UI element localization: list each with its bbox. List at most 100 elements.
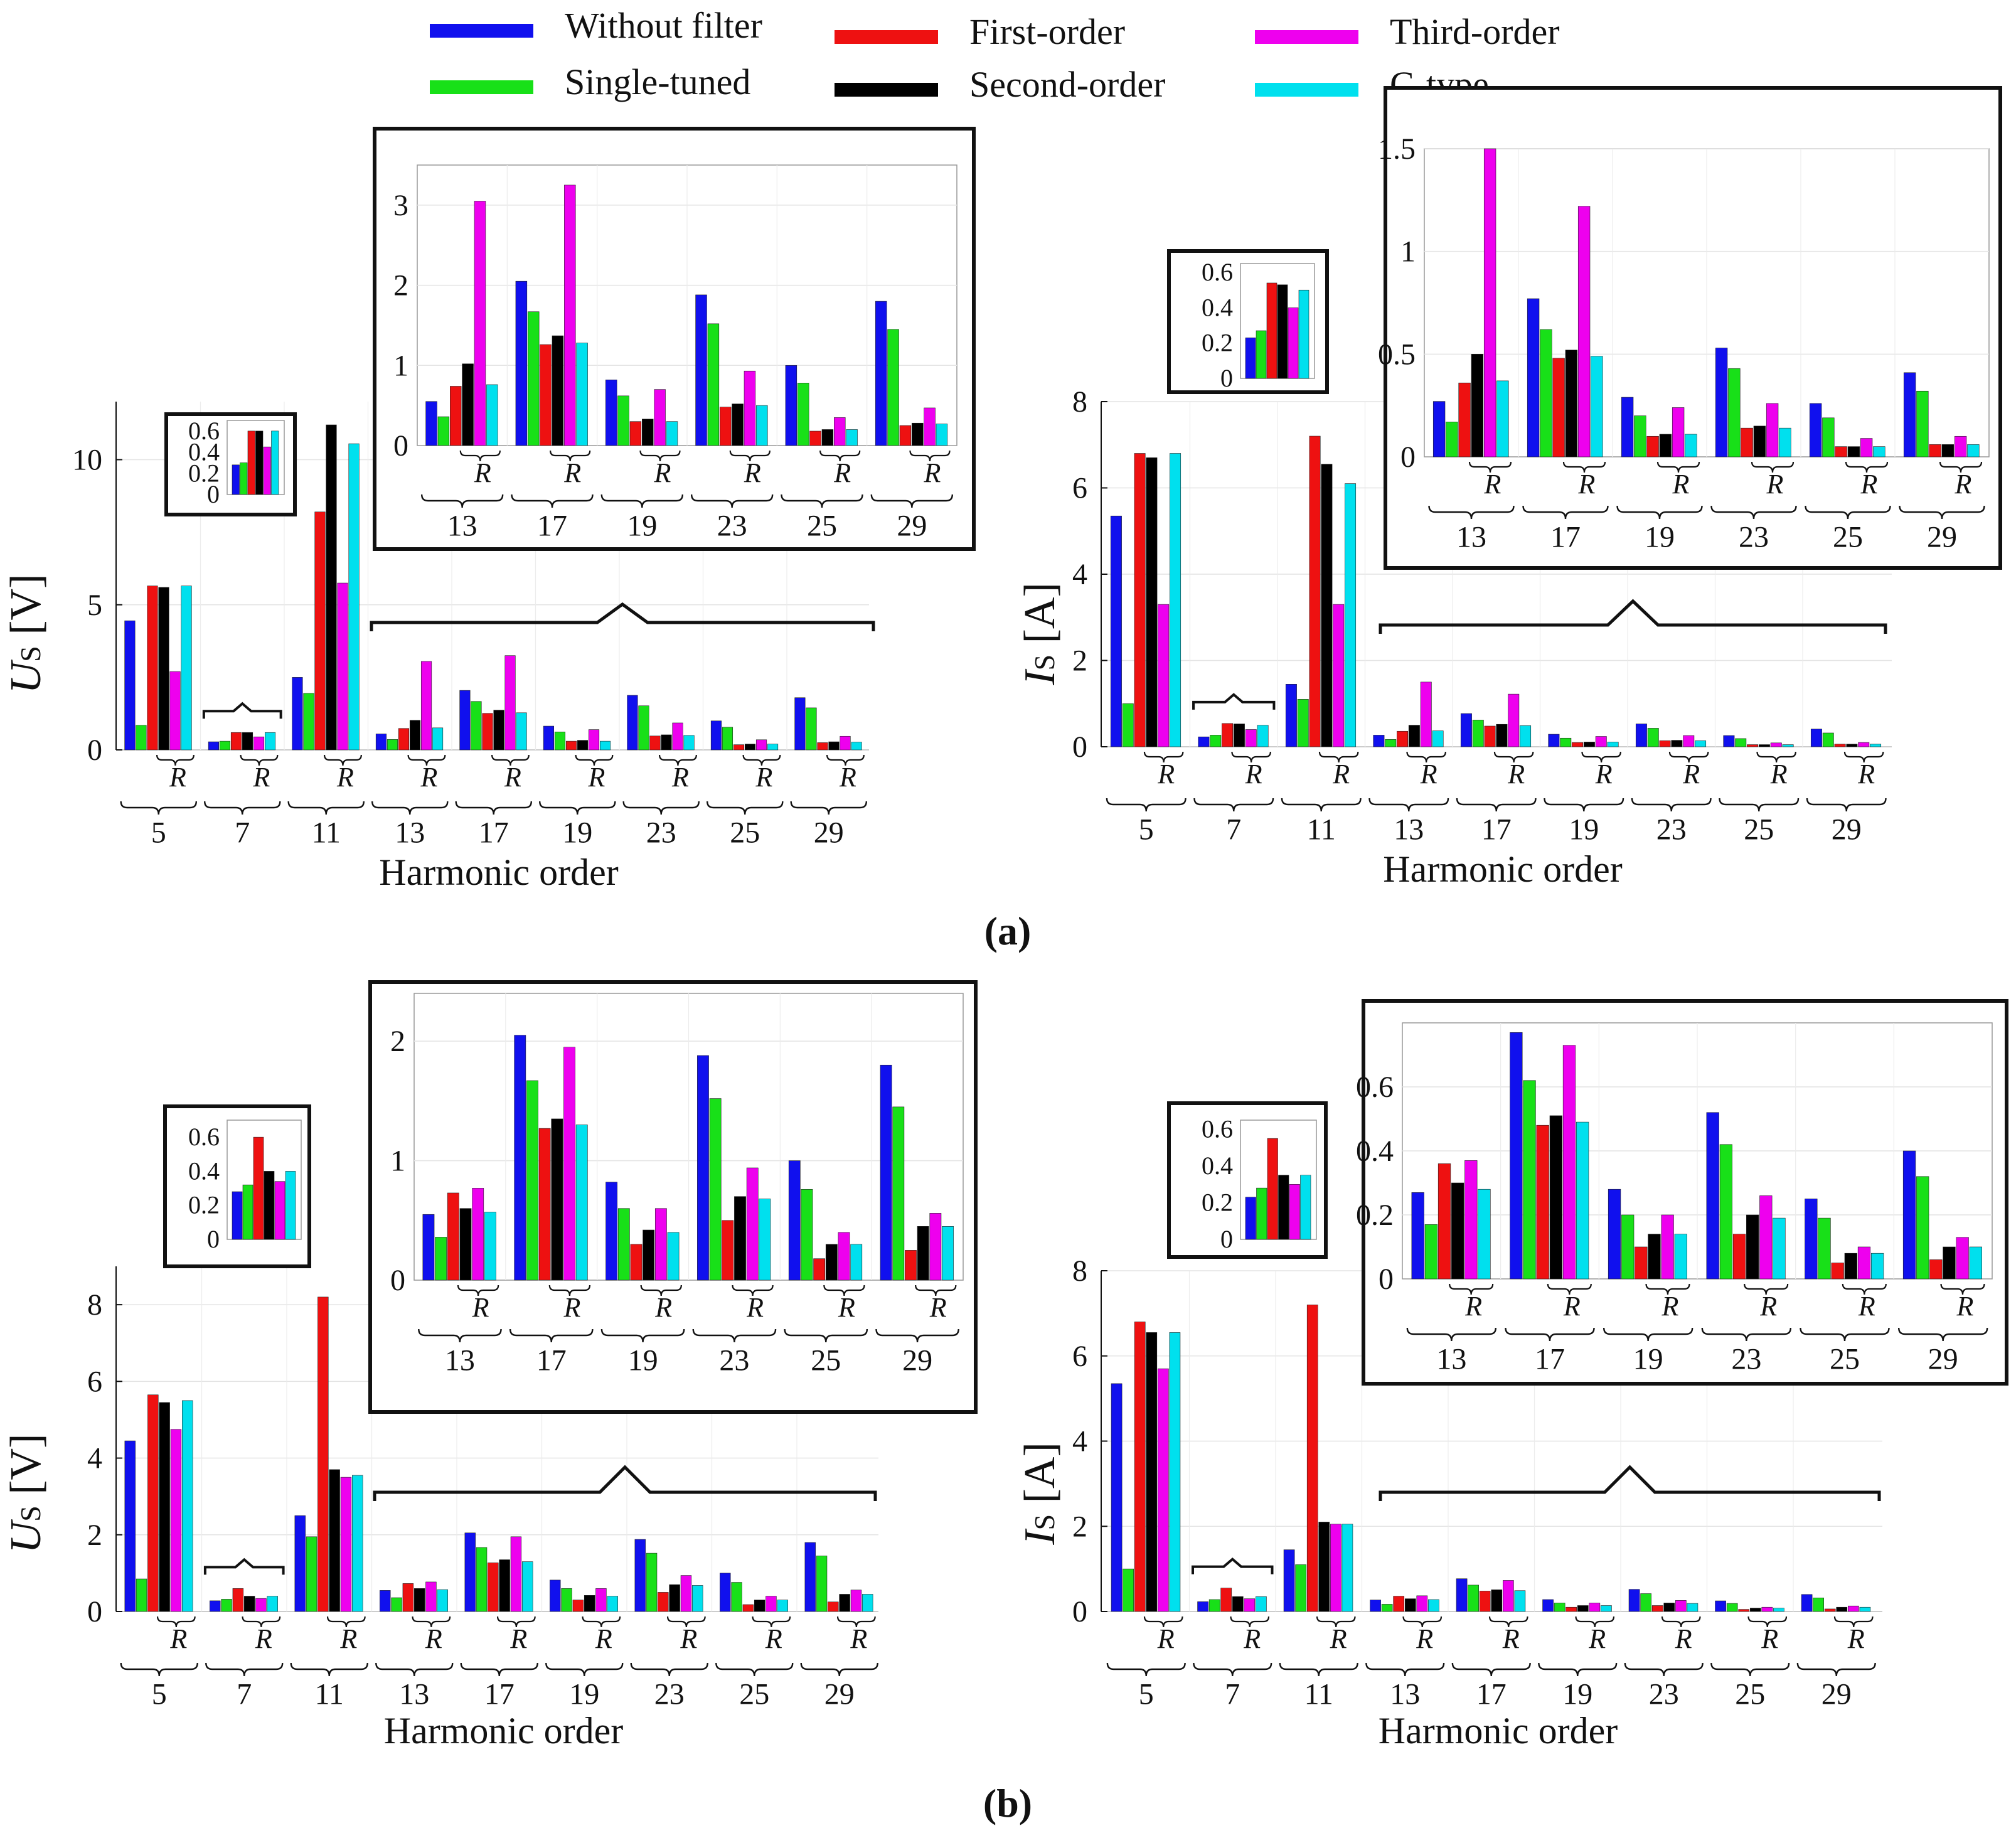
category-brace [692, 1328, 777, 1343]
inset-small-bar-c-type [1300, 1175, 1311, 1240]
inset-13-bar-c-type [486, 384, 498, 446]
y-tick-label: 5 [87, 589, 102, 622]
inset-29-bar-c-type [1967, 444, 1980, 457]
inset-29-bar-without-filter [1902, 1150, 1916, 1280]
main-5-bar-without-filter [124, 620, 136, 751]
inset-29-bar-single-tuned [892, 1106, 905, 1281]
r-brace [1547, 1283, 1592, 1295]
category-brace [120, 801, 198, 815]
y-tick-label: 0 [1072, 730, 1087, 764]
inset-large-frame [1384, 86, 2002, 570]
category-label: 29 [824, 1678, 855, 1711]
inset-17-bar-second-order [1565, 350, 1578, 457]
main-29-bar-second-order [839, 1594, 850, 1612]
r-brace [915, 1285, 957, 1296]
main-29-bar-c-type [1870, 744, 1882, 747]
inset-small-tick-label: 0 [207, 480, 220, 508]
main-5-bar-third-order [170, 1429, 182, 1612]
category-brace [870, 494, 954, 508]
r-brace [1562, 461, 1606, 473]
y-tick-label: 2 [1072, 1510, 1087, 1543]
main-23-bar-without-filter [1635, 724, 1647, 747]
main-17-bar-third-order [1503, 1580, 1514, 1612]
main-25-bar-third-order [755, 739, 767, 751]
main-7-bar-without-filter [1198, 736, 1210, 747]
r-label: R [1563, 1291, 1581, 1322]
r-brace [575, 754, 614, 766]
inset-small-bar-single-tuned [1256, 1187, 1267, 1240]
main-5-bar-first-order [1134, 1322, 1146, 1612]
category-label: 23 [1649, 1678, 1679, 1711]
inset-23-bar-c-type [756, 405, 768, 446]
main-25-bar-single-tuned [1726, 1603, 1738, 1612]
inset-23-bar-without-filter [695, 294, 707, 446]
r-brace [1575, 1616, 1615, 1628]
r-label: R [253, 762, 270, 793]
main-25-bar-single-tuned [722, 727, 733, 751]
r-label: R [1507, 759, 1525, 789]
inset-23-bar-second-order [734, 1196, 746, 1281]
main-19-bar-single-tuned [1560, 737, 1572, 747]
inset-23-bar-second-order [1753, 425, 1766, 457]
category-brace [1796, 1662, 1876, 1677]
main-7-bar-second-order [1233, 724, 1245, 747]
main-11-bar-second-order [326, 424, 337, 751]
category-brace [418, 1328, 502, 1343]
main-19-bar-third-order [588, 729, 600, 751]
category-label: 25 [811, 1344, 841, 1377]
r-brace [1231, 751, 1271, 763]
inset-17-bar-without-filter [1510, 1032, 1523, 1280]
inset-13-bar-third-order [472, 1188, 484, 1281]
inset-17-bar-second-order [1549, 1115, 1562, 1280]
category-brace [1193, 798, 1274, 812]
inset-small-tick-label: 0 [1220, 364, 1233, 392]
category-brace [1281, 798, 1362, 812]
inset-25-bar-second-order [1847, 446, 1860, 457]
main-17-bar-second-order [1491, 1590, 1503, 1612]
inset-23-bar-single-tuned [1728, 368, 1741, 457]
main-25-bar-third-order [1770, 742, 1782, 747]
main-17-bar-c-type [516, 712, 527, 751]
category-brace [622, 801, 700, 815]
inset-small-tick-label: 0.2 [1202, 329, 1233, 357]
r-brace [1645, 1283, 1690, 1295]
category-brace [1365, 1662, 1445, 1677]
inset-25-bar-without-filter [1809, 403, 1822, 457]
legend-swatch [1255, 30, 1358, 44]
inset-29-bar-third-order [1956, 1237, 1969, 1280]
legend-item-first-order: First-order [835, 11, 1125, 52]
inset-19-bar-third-order [1661, 1214, 1674, 1280]
r-brace [1845, 461, 1889, 473]
r-brace [742, 754, 781, 766]
category-brace [1406, 1327, 1497, 1342]
main-23-bar-c-type [1687, 1603, 1699, 1612]
main-17-bar-first-order [482, 713, 493, 751]
r-brace [640, 1285, 682, 1296]
legend-label: Without filter [565, 5, 762, 46]
r-label: R [1502, 1623, 1520, 1654]
inset-29-bar-second-order [1943, 1246, 1956, 1280]
category-brace [545, 1662, 624, 1677]
category-brace [800, 1662, 878, 1677]
category-label: 17 [1476, 1678, 1507, 1711]
r-label: R [1858, 1291, 1875, 1322]
legend-item-without-filter: Without filter [430, 5, 762, 46]
r-label: R [1464, 1291, 1482, 1322]
inset-large-tick-label: 0.5 [1378, 338, 1416, 371]
main-23-bar-single-tuned [1640, 1593, 1651, 1612]
y-tick-label: 8 [1072, 1254, 1087, 1288]
inset-23-bar-third-order [1759, 1195, 1773, 1280]
category-label: 11 [1304, 1678, 1333, 1711]
zoom-bracket-small [202, 702, 282, 719]
inset-19-bar-second-order [643, 1229, 655, 1281]
main-13-bar-third-order [1416, 1595, 1428, 1612]
inset-29-bar-without-filter [875, 301, 887, 446]
main-19-bar-first-order [1565, 1606, 1577, 1612]
inset-19-bar-first-order [1646, 436, 1659, 457]
x-axis-label: Harmonic order [1379, 1710, 1618, 1751]
inset-13-bar-without-filter [422, 1214, 435, 1281]
r-label: R [1672, 469, 1690, 500]
main-25-bar-without-filter [1723, 735, 1735, 747]
inset-13-bar-without-filter [425, 401, 437, 446]
